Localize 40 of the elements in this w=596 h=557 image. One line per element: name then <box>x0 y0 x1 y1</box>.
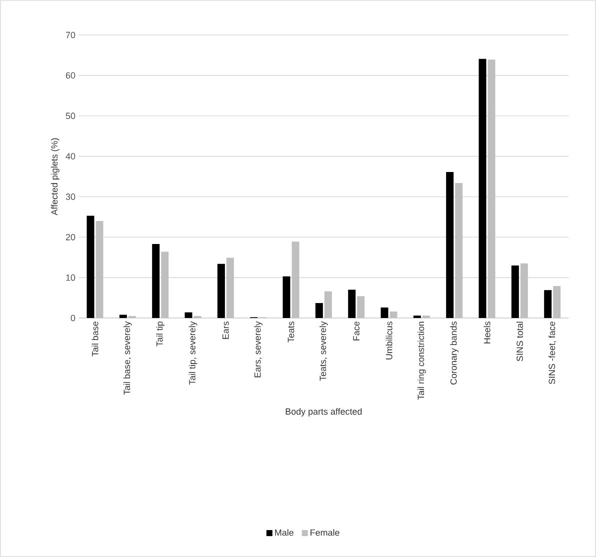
y-tick-label: 20 <box>66 234 76 240</box>
x-tick-label: SINS total <box>516 322 523 362</box>
y-tick-label: 0 <box>70 314 76 322</box>
bar <box>315 303 323 318</box>
x-tick-label: Ears <box>222 322 229 339</box>
x-tick-label: Coronary bands <box>450 322 459 385</box>
bar <box>282 276 290 318</box>
x-tick-label: Heels <box>484 322 490 344</box>
bar <box>348 290 356 318</box>
y-tick-label: 40 <box>66 153 76 160</box>
x-tick-label: Tail tip, severely <box>188 321 198 385</box>
x-tick-label: Tail base <box>92 322 98 356</box>
bar <box>152 244 160 318</box>
y-tick-label: 60 <box>66 72 76 79</box>
y-tick-label: 70 <box>66 32 76 38</box>
x-tick-label: Teats, severely <box>319 321 328 381</box>
bar <box>478 58 486 318</box>
x-tick-label: SINS -feet, face <box>548 322 556 384</box>
y-axis-title: Affected piglets (%) <box>50 138 60 216</box>
y-tick-label: 50 <box>66 112 76 120</box>
bar <box>511 265 519 318</box>
legend-label: Female <box>310 529 340 536</box>
bar <box>184 312 192 318</box>
bar <box>544 290 552 318</box>
y-tick-label: 10 <box>66 274 76 281</box>
x-tick-label: Teats <box>288 322 294 342</box>
x-tick-label: Tail ring constriction <box>417 322 426 400</box>
x-tick-label: Tail base, severely <box>123 321 132 395</box>
bar <box>217 264 225 318</box>
bar <box>119 314 127 318</box>
x-axis-title: Body parts affected <box>286 408 362 416</box>
x-tick-label: Tail tip <box>156 322 165 346</box>
x-tick-label: Ears, severely <box>254 321 263 378</box>
x-tick-label: Umbilicus <box>386 322 392 360</box>
bar <box>380 307 388 318</box>
legend-label: Male <box>275 529 294 536</box>
x-tick-label: Face <box>353 322 360 340</box>
bar <box>86 216 94 318</box>
y-tick-label: 30 <box>66 194 76 200</box>
bar <box>446 172 454 318</box>
